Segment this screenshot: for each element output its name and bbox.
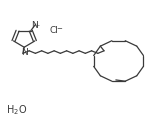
Text: N: N [31,21,38,30]
Text: +: + [34,23,40,28]
Text: $\mathrm{H_2O}$: $\mathrm{H_2O}$ [6,104,27,117]
Text: N: N [21,48,28,57]
Text: Cl: Cl [50,26,59,35]
Text: −: − [56,26,62,32]
